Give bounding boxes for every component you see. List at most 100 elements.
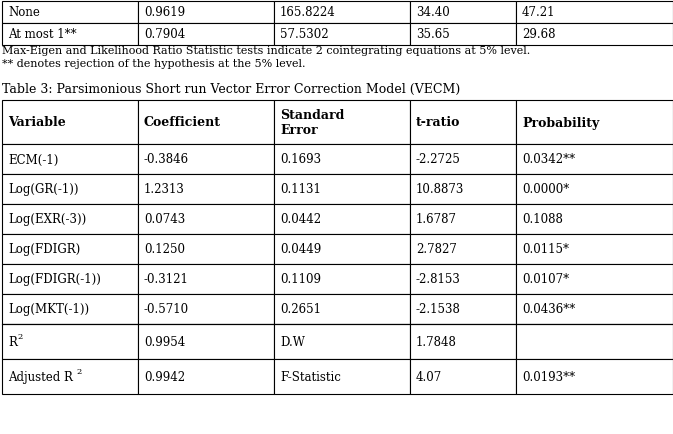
Bar bbox=[410, 359, 516, 394]
Text: -2.8153: -2.8153 bbox=[416, 273, 461, 286]
Text: Max-Eigen and Likelihood Ratio Statistic tests indicate 2 cointegrating equation: Max-Eigen and Likelihood Ratio Statistic… bbox=[2, 46, 530, 56]
Bar bbox=[410, 264, 516, 294]
Bar bbox=[516, 101, 673, 145]
Text: Log(FDIGR): Log(FDIGR) bbox=[8, 243, 80, 256]
Bar bbox=[410, 324, 516, 359]
Bar bbox=[274, 294, 410, 324]
Bar bbox=[2, 324, 138, 359]
Bar bbox=[516, 234, 673, 264]
Bar bbox=[2, 294, 138, 324]
Text: 2.7827: 2.7827 bbox=[416, 243, 457, 256]
Text: 0.1109: 0.1109 bbox=[280, 273, 321, 286]
Bar bbox=[2, 24, 138, 46]
Bar bbox=[274, 324, 410, 359]
Text: 1.6787: 1.6787 bbox=[416, 213, 457, 226]
Bar bbox=[516, 24, 673, 46]
Bar bbox=[2, 204, 138, 234]
Text: 57.5302: 57.5302 bbox=[280, 29, 328, 41]
Text: R: R bbox=[8, 335, 17, 348]
Bar bbox=[138, 204, 274, 234]
Text: Probability: Probability bbox=[522, 116, 599, 129]
Bar bbox=[138, 145, 274, 174]
Bar bbox=[410, 101, 516, 145]
Text: 0.0193**: 0.0193** bbox=[522, 370, 575, 383]
Text: 1.2313: 1.2313 bbox=[144, 183, 185, 196]
Bar bbox=[516, 294, 673, 324]
Text: -0.3846: -0.3846 bbox=[144, 153, 189, 166]
Bar bbox=[2, 145, 138, 174]
Text: 0.0000*: 0.0000* bbox=[522, 183, 569, 196]
Bar bbox=[274, 359, 410, 394]
Text: 0.9954: 0.9954 bbox=[144, 335, 185, 348]
Text: 34.40: 34.40 bbox=[416, 7, 450, 20]
Text: 0.9942: 0.9942 bbox=[144, 370, 185, 383]
Bar bbox=[2, 101, 138, 145]
Text: 1.7848: 1.7848 bbox=[416, 335, 457, 348]
Text: 2: 2 bbox=[17, 333, 22, 341]
Bar bbox=[410, 204, 516, 234]
Text: 29.68: 29.68 bbox=[522, 29, 555, 41]
Text: Standard
Error: Standard Error bbox=[280, 109, 345, 137]
Text: Coefficient: Coefficient bbox=[144, 116, 221, 129]
Text: -2.1538: -2.1538 bbox=[416, 303, 461, 316]
Bar bbox=[138, 234, 274, 264]
Bar bbox=[274, 204, 410, 234]
Bar bbox=[138, 174, 274, 204]
Text: -2.2725: -2.2725 bbox=[416, 153, 461, 166]
Bar bbox=[138, 2, 274, 24]
Bar bbox=[410, 234, 516, 264]
Text: ECM(-1): ECM(-1) bbox=[8, 153, 59, 166]
Text: 0.1250: 0.1250 bbox=[144, 243, 185, 256]
Bar bbox=[138, 294, 274, 324]
Text: 0.1131: 0.1131 bbox=[280, 183, 321, 196]
Text: 0.0449: 0.0449 bbox=[280, 243, 321, 256]
Text: 2: 2 bbox=[76, 368, 81, 376]
Text: 0.1693: 0.1693 bbox=[280, 153, 321, 166]
Bar bbox=[138, 264, 274, 294]
Text: 0.1088: 0.1088 bbox=[522, 213, 563, 226]
Bar bbox=[138, 101, 274, 145]
Text: 0.0342**: 0.0342** bbox=[522, 153, 575, 166]
Bar bbox=[2, 234, 138, 264]
Text: 0.0442: 0.0442 bbox=[280, 213, 321, 226]
Text: ** denotes rejection of the hypothesis at the 5% level.: ** denotes rejection of the hypothesis a… bbox=[2, 59, 306, 69]
Text: 0.0436**: 0.0436** bbox=[522, 303, 575, 316]
Text: 0.7904: 0.7904 bbox=[144, 29, 185, 41]
Text: Log(EXR(-3)): Log(EXR(-3)) bbox=[8, 213, 86, 226]
Bar bbox=[274, 174, 410, 204]
Bar bbox=[274, 101, 410, 145]
Bar bbox=[516, 324, 673, 359]
Text: -0.5710: -0.5710 bbox=[144, 303, 189, 316]
Bar bbox=[274, 264, 410, 294]
Bar bbox=[138, 24, 274, 46]
Bar bbox=[516, 359, 673, 394]
Text: 10.8873: 10.8873 bbox=[416, 183, 464, 196]
Text: Adjusted R: Adjusted R bbox=[8, 370, 73, 383]
Text: 0.0115*: 0.0115* bbox=[522, 243, 569, 256]
Text: None: None bbox=[8, 7, 40, 20]
Bar bbox=[2, 264, 138, 294]
Bar bbox=[410, 294, 516, 324]
Text: 47.21: 47.21 bbox=[522, 7, 555, 20]
Bar bbox=[2, 2, 138, 24]
Bar bbox=[2, 174, 138, 204]
Bar bbox=[274, 24, 410, 46]
Bar bbox=[410, 145, 516, 174]
Bar bbox=[274, 145, 410, 174]
Bar bbox=[274, 2, 410, 24]
Text: Variable: Variable bbox=[8, 116, 66, 129]
Text: Log(FDIGR(-1)): Log(FDIGR(-1)) bbox=[8, 273, 101, 286]
Text: Table 3: Parsimonious Short run Vector Error Correction Model (VECM): Table 3: Parsimonious Short run Vector E… bbox=[2, 83, 460, 96]
Bar bbox=[410, 2, 516, 24]
Text: t-ratio: t-ratio bbox=[416, 116, 460, 129]
Text: At most 1**: At most 1** bbox=[8, 29, 77, 41]
Bar bbox=[410, 24, 516, 46]
Bar bbox=[516, 145, 673, 174]
Text: 165.8224: 165.8224 bbox=[280, 7, 336, 20]
Text: 4.07: 4.07 bbox=[416, 370, 442, 383]
Text: F-Statistic: F-Statistic bbox=[280, 370, 341, 383]
Bar bbox=[516, 2, 673, 24]
Text: Log(MKT(-1)): Log(MKT(-1)) bbox=[8, 303, 89, 316]
Bar bbox=[516, 264, 673, 294]
Text: -0.3121: -0.3121 bbox=[144, 273, 189, 286]
